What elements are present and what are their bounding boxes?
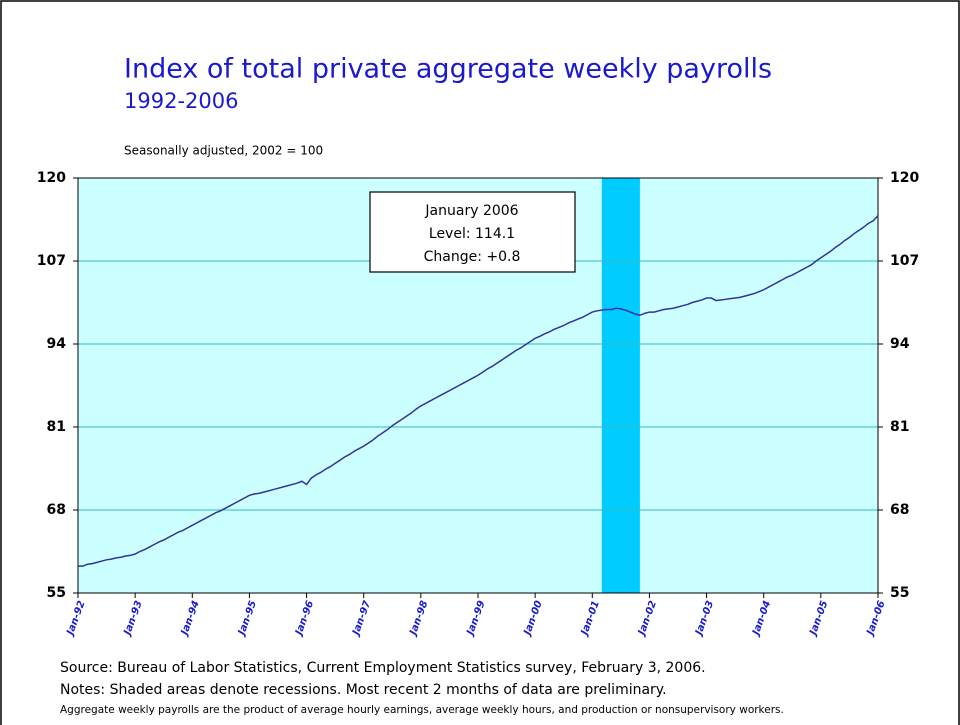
y2-tick-label: 120 bbox=[890, 170, 919, 186]
y-tick-label: 94 bbox=[47, 336, 67, 352]
y-tick-label: 120 bbox=[37, 170, 66, 186]
footnote: Aggregate weekly payrolls are the produc… bbox=[60, 704, 784, 716]
y2-tick-label: 107 bbox=[890, 253, 919, 269]
notes: Notes: Shaded areas denote recessions. M… bbox=[60, 682, 667, 698]
annotation-box bbox=[369, 191, 576, 273]
y-tick-label: 55 bbox=[47, 585, 66, 601]
recession-band bbox=[601, 178, 640, 593]
source: Source: Bureau of Labor Statistics, Curr… bbox=[60, 660, 706, 676]
annotation-text: January 2006 bbox=[424, 203, 518, 219]
data-line bbox=[78, 215, 879, 567]
annotation-text: Change: +0.8 bbox=[424, 249, 521, 265]
annotation-text: Level: 114.1 bbox=[429, 226, 515, 242]
y2-tick-label: 68 bbox=[890, 502, 909, 518]
y-tick-label: 81 bbox=[47, 419, 66, 435]
chart-subtitle: 1992-2006 bbox=[124, 89, 238, 113]
y-axis-label: Seasonally adjusted, 2002 = 100 bbox=[124, 144, 323, 158]
y2-tick-label: 81 bbox=[890, 419, 909, 435]
y2-tick-label: 94 bbox=[890, 336, 910, 352]
y-tick-label: 107 bbox=[37, 253, 66, 269]
y-tick-label: 68 bbox=[47, 502, 66, 518]
chart-title: Index of total private aggregate weekly … bbox=[124, 54, 772, 85]
y2-tick-label: 55 bbox=[890, 585, 909, 601]
